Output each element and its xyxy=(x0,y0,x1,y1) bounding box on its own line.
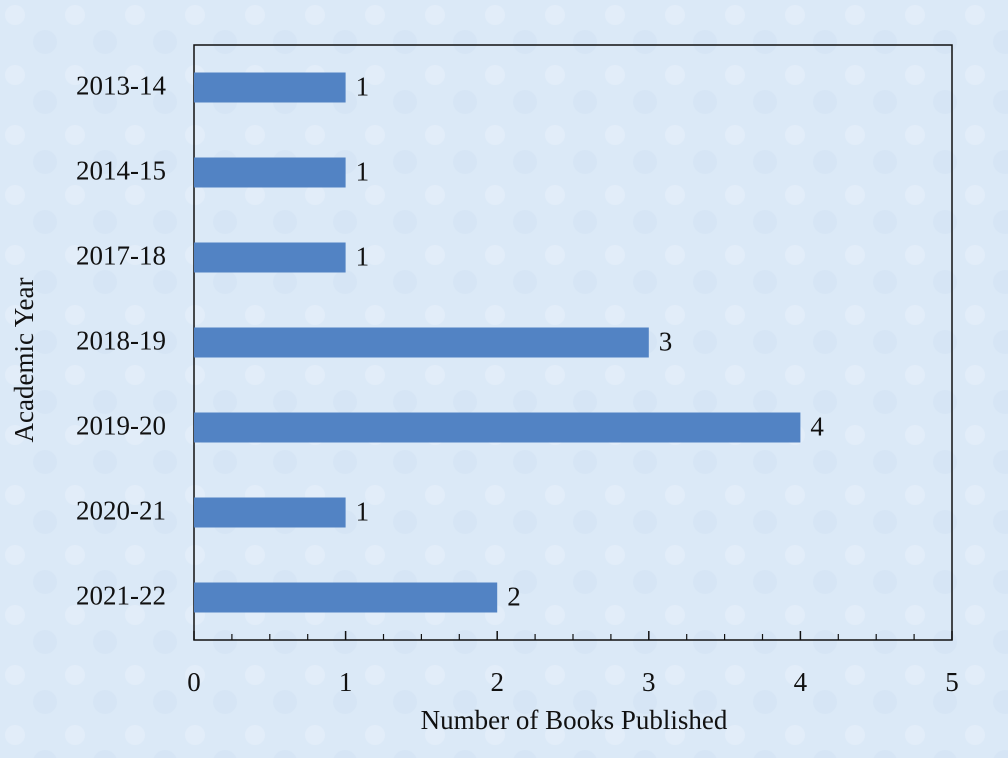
value-label: 1 xyxy=(356,157,370,187)
x-tick-label: 1 xyxy=(339,667,353,697)
x-axis-label: Number of Books Published xyxy=(421,705,728,735)
value-label: 1 xyxy=(356,72,370,102)
y-tick-label: 2017-18 xyxy=(76,241,166,271)
bar xyxy=(194,582,498,613)
y-tick-label: 2014-15 xyxy=(76,156,166,186)
x-tick-label: 2 xyxy=(490,667,504,697)
value-label: 3 xyxy=(659,327,673,357)
bar xyxy=(194,242,346,273)
x-tick-label: 3 xyxy=(642,667,656,697)
y-tick-label: 2013-14 xyxy=(76,71,166,101)
x-tick-label: 4 xyxy=(794,667,808,697)
y-axis-label: Academic Year xyxy=(9,278,39,443)
y-tick-label: 2018-19 xyxy=(76,326,166,356)
bar xyxy=(194,72,346,103)
bar xyxy=(194,327,649,358)
bar xyxy=(194,157,346,188)
x-tick-label: 5 xyxy=(945,667,959,697)
value-label: 4 xyxy=(810,412,824,442)
x-tick-label: 0 xyxy=(187,667,201,697)
value-label: 1 xyxy=(356,497,370,527)
bar xyxy=(194,497,346,528)
y-tick-label: 2020-21 xyxy=(76,496,166,526)
value-label: 1 xyxy=(356,242,370,272)
bar xyxy=(194,412,801,443)
y-tick-label: 2019-20 xyxy=(76,411,166,441)
value-label: 2 xyxy=(507,582,521,612)
y-tick-label: 2021-22 xyxy=(76,581,166,611)
